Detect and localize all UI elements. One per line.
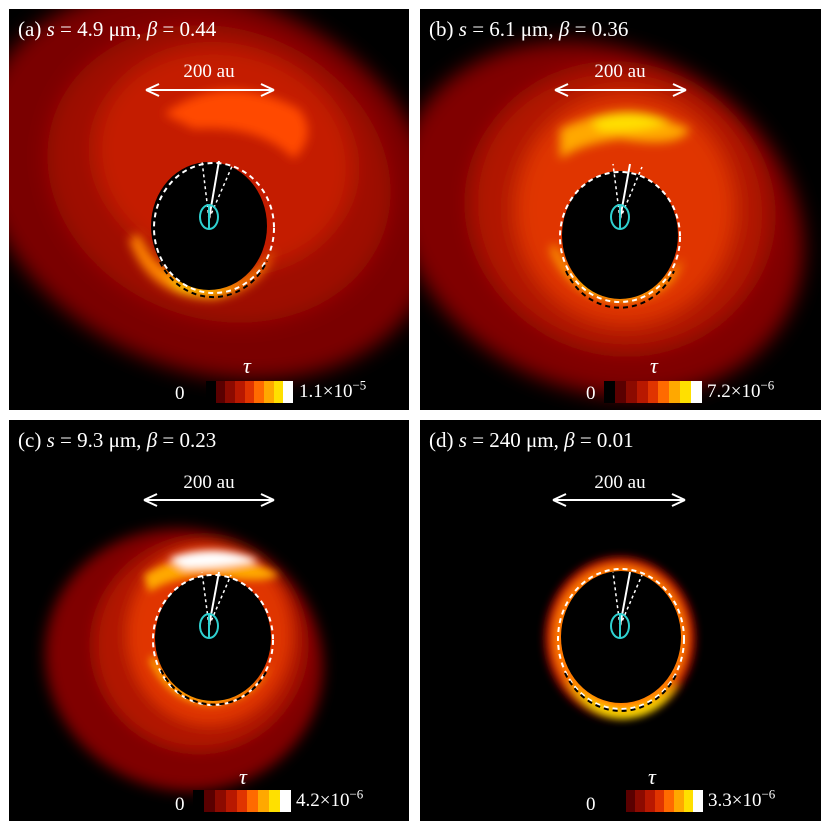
panel-a: (a) s = 4.9 μm, β = 0.44 200 au τ 0 1.1×… — [9, 9, 409, 410]
tau-label: τ — [648, 764, 656, 789]
colorbar-swatch — [203, 790, 215, 812]
scale-label: 200 au — [183, 472, 235, 493]
disk-image-b — [420, 41, 804, 397]
colorbar-max: 3.3×10−6 — [708, 786, 776, 811]
colorbar-swatch — [625, 790, 636, 812]
colorbar-min: 0 — [175, 383, 185, 404]
colorbar-swatch — [258, 790, 270, 812]
colorbar-swatch — [691, 381, 703, 403]
panel-b: (b) s = 6.1 μm, β = 0.36 200 au τ 0 7.2×… — [420, 9, 821, 410]
colorbar-swatch — [214, 790, 226, 812]
disk-image-c — [45, 493, 323, 792]
panel-title: (c) s = 9.3 μm, β = 0.23 — [18, 428, 217, 452]
colorbar-swatch — [654, 790, 665, 812]
colorbar-swatch — [273, 381, 284, 403]
tau-label: τ — [243, 353, 251, 378]
tau-label: τ — [650, 353, 658, 378]
scale-label: 200 au — [594, 472, 646, 493]
colorbar-swatch — [680, 381, 692, 403]
colorbar-min: 0 — [586, 383, 596, 404]
colorbar-swatch — [225, 381, 236, 403]
disk-image-a — [9, 9, 409, 380]
tau-label: τ — [239, 764, 247, 789]
colorbar-max: 4.2×10−6 — [296, 786, 364, 811]
colorbar-c — [193, 790, 292, 812]
colorbar-swatch — [244, 381, 255, 403]
colorbar-max: 7.2×10−6 — [707, 377, 775, 402]
colorbar-swatch — [604, 381, 615, 403]
colorbar-swatch — [674, 790, 684, 812]
colorbar-swatch — [614, 381, 626, 403]
colorbar-swatch — [635, 790, 646, 812]
colorbar-swatch — [636, 381, 648, 403]
colorbar-swatch — [283, 381, 294, 403]
colorbar-swatch — [235, 381, 245, 403]
colorbar-b — [604, 381, 703, 403]
scale-label: 200 au — [594, 61, 646, 82]
colorbar-swatch — [645, 790, 655, 812]
colorbar-swatch — [254, 381, 265, 403]
colorbar-swatch — [247, 790, 259, 812]
colorbar-swatch — [683, 790, 694, 812]
colorbar-swatch — [616, 790, 626, 812]
colorbar-swatch — [206, 381, 216, 403]
colorbar-swatch — [647, 381, 659, 403]
colorbar-swatch — [225, 790, 237, 812]
colorbar-swatch — [193, 790, 204, 812]
colorbar-d — [616, 790, 704, 812]
colorbar-swatch — [264, 381, 274, 403]
colorbar-swatch — [280, 790, 292, 812]
colorbar-swatch — [664, 790, 675, 812]
panel-title: (a) s = 4.9 μm, β = 0.44 — [18, 17, 217, 41]
colorbar-a — [206, 381, 294, 403]
colorbar-min: 0 — [175, 794, 185, 815]
colorbar-max: 1.1×10−5 — [299, 377, 367, 402]
colorbar-min: 0 — [586, 794, 596, 815]
panel-d: (d) s = 240 μm, β = 0.01 200 au τ 0 3.3×… — [420, 420, 821, 821]
colorbar-swatch — [269, 790, 281, 812]
colorbar-swatch — [625, 381, 637, 403]
panel-title: (d) s = 240 μm, β = 0.01 — [429, 428, 634, 452]
colorbar-swatch — [215, 381, 226, 403]
panel-title: (b) s = 6.1 μm, β = 0.36 — [429, 17, 629, 41]
panel-c: (c) s = 9.3 μm, β = 0.23 200 au τ 0 4.2×… — [9, 420, 409, 821]
scale-label: 200 au — [183, 61, 235, 82]
disk-image-d — [544, 493, 696, 720]
colorbar-swatch — [693, 790, 704, 812]
colorbar-swatch — [236, 790, 248, 812]
colorbar-swatch — [669, 381, 681, 403]
colorbar-swatch — [658, 381, 670, 403]
